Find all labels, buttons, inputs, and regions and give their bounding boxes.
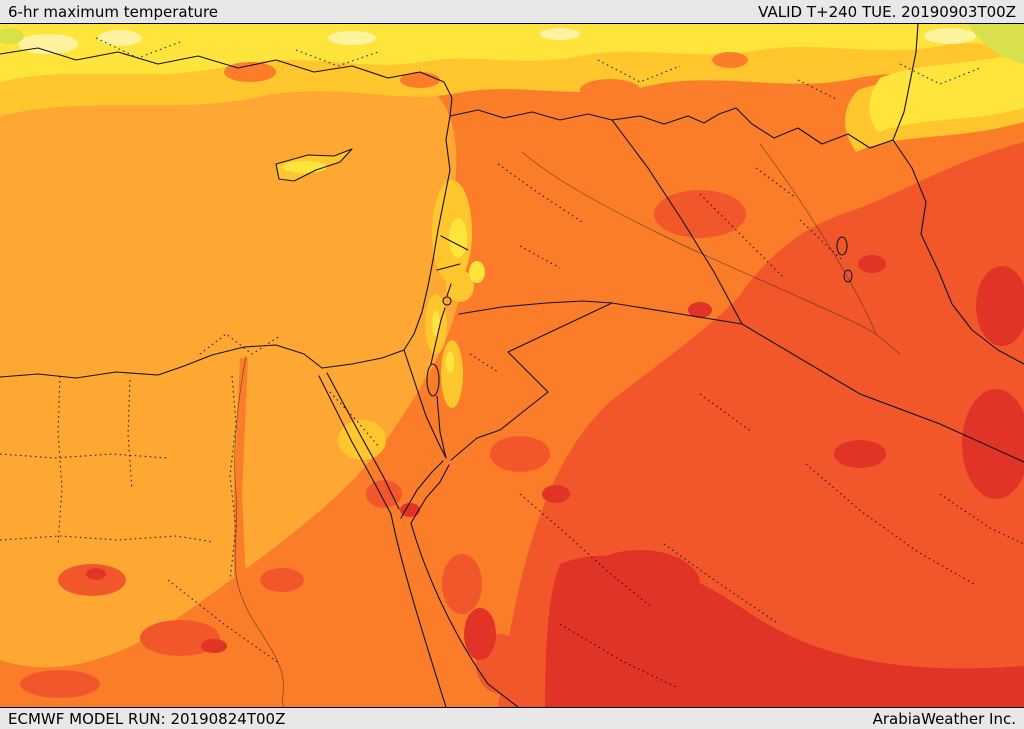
country-borders bbox=[0, 24, 1024, 707]
valid-time-label: VALID T+240 TUE. 20190903T00Z bbox=[758, 2, 1016, 21]
map-title: 6-hr maximum temperature bbox=[8, 2, 219, 21]
header-bar: 6-hr maximum temperature VALID T+240 TUE… bbox=[0, 0, 1024, 24]
model-run-label: ECMWF MODEL RUN: 20190824T00Z bbox=[8, 709, 286, 728]
temp-layer-light-orange bbox=[0, 81, 461, 668]
temp-layer-yellow bbox=[0, 24, 1024, 373]
temp-layer-green-yellow bbox=[0, 24, 1024, 64]
temp-layer-red bbox=[86, 255, 1024, 707]
rivers bbox=[234, 143, 901, 707]
temperature-map-svg bbox=[0, 24, 1024, 707]
admin-boundaries bbox=[0, 37, 1024, 689]
footer-bar: ECMWF MODEL RUN: 20190824T00Z ArabiaWeat… bbox=[0, 707, 1024, 729]
brand-label: ArabiaWeather Inc. bbox=[872, 709, 1016, 728]
map-canvas bbox=[0, 24, 1024, 707]
temp-layer-orange-patches bbox=[224, 52, 748, 584]
